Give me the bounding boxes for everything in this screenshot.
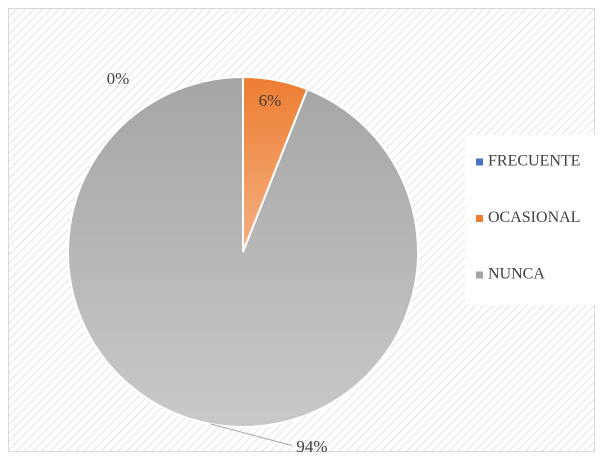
legend-marker bbox=[476, 215, 483, 222]
data-label: 94% bbox=[296, 437, 327, 456]
legend-label: FRECUENTE bbox=[488, 153, 580, 170]
leader-line bbox=[210, 423, 292, 446]
legend-label: NUNCA bbox=[488, 266, 545, 283]
data-label: 0% bbox=[107, 69, 130, 88]
legend-box bbox=[465, 135, 601, 305]
pie-slice bbox=[67, 75, 419, 428]
legend-marker bbox=[476, 158, 483, 166]
data-label: 6% bbox=[259, 91, 282, 110]
legend-label: OCASIONAL bbox=[488, 209, 580, 226]
legend-marker bbox=[476, 271, 483, 279]
